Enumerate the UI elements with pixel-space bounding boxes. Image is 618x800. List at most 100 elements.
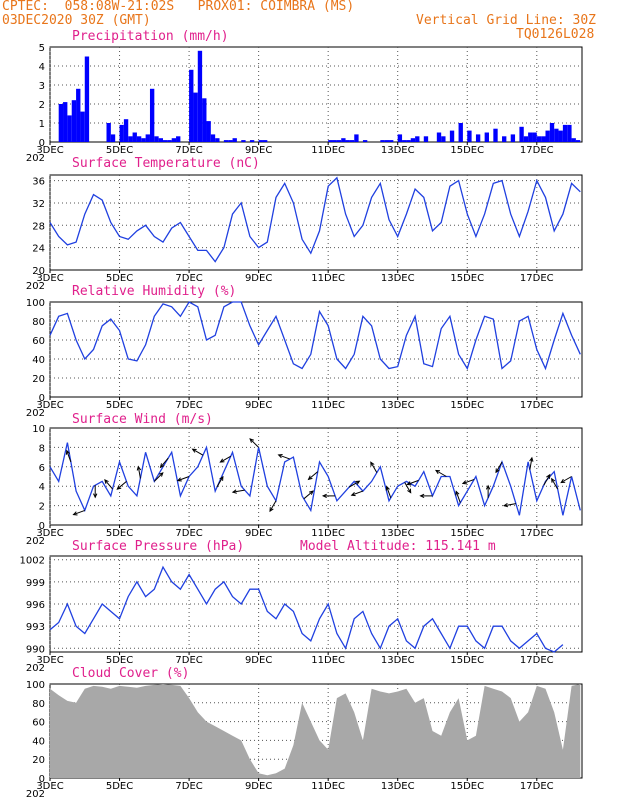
precip-bar [467, 130, 472, 142]
precip-ytick-label: 1 [39, 119, 45, 130]
temp-xtick-label: 15DEC [450, 273, 484, 284]
precip-ytick-label: 5 [39, 43, 45, 54]
cloud-ytick-label: 60 [32, 718, 45, 729]
precip-xtick-label: 3DEC [36, 145, 63, 156]
wind-arrow [455, 491, 461, 503]
precip-bar [545, 130, 550, 142]
rh-year-fragment: 202 [26, 408, 45, 419]
wind-arrow-head [249, 438, 255, 443]
pres-year-fragment: 202 [26, 663, 45, 674]
precip-bar [541, 136, 546, 142]
precip-bar [528, 132, 533, 142]
rh-frame [49, 301, 583, 398]
precip-bar [84, 56, 90, 142]
wind-arrow [104, 479, 113, 490]
pres-xtick-label: 13DEC [381, 655, 415, 666]
wind-arrow [504, 503, 517, 507]
wind-arrow-head [407, 488, 412, 494]
precip-bar [349, 140, 355, 142]
wind-arrow-head [159, 463, 165, 469]
wind-arrow [137, 466, 141, 479]
cloud-xtick-label: 11DEC [311, 781, 345, 792]
wind-xtick-label: 13DEC [381, 528, 415, 539]
cloud-ytick-label: 80 [32, 699, 45, 710]
temp-series-line [49, 176, 581, 263]
wind-arrow [66, 450, 72, 463]
wind-arrow-head [370, 461, 375, 467]
rh-xtick-label: 15DEC [450, 400, 484, 411]
pres-ytick-label: 999 [26, 578, 45, 589]
wind-arrow [551, 478, 559, 490]
wind-arrow-head [308, 490, 314, 495]
precip-bar [436, 132, 442, 142]
pres-ytick-label: 996 [26, 600, 45, 611]
precip-bar [562, 124, 568, 142]
wind-arrow-head [529, 456, 534, 462]
wind-arrow [560, 476, 572, 483]
precip-bar [384, 140, 390, 142]
precip-bar [249, 140, 255, 142]
wind-arrow-head [93, 493, 98, 499]
precip-ytick-label: 0 [39, 138, 45, 149]
cloud-ytick-label: 0 [39, 774, 45, 785]
wind-arrow-head [350, 491, 356, 497]
wind-xtick-label: 3DEC [36, 528, 63, 539]
precip-bar [63, 102, 68, 142]
rh-xtick-label: 13DEC [381, 400, 415, 411]
wind-arrow [232, 489, 245, 493]
wind-arrow [462, 478, 475, 484]
pres-ytick-label: 990 [26, 644, 45, 655]
precip-xtick-label: 17DEC [520, 145, 554, 156]
precip-bar [341, 138, 346, 142]
wind-arrow [73, 509, 85, 516]
rh-ytick-label: 40 [32, 355, 45, 366]
precip-bar [71, 100, 77, 142]
pres-xtick-label: 5DEC [106, 655, 133, 666]
wind-arrow-head [435, 469, 441, 475]
precip-bar [493, 128, 498, 142]
wind-arrow-head [385, 485, 390, 491]
wind-arrow-head [65, 449, 70, 455]
pres-xtick-label: 11DEC [311, 655, 345, 666]
cloud-xtick-label: 7DEC [175, 781, 202, 792]
wind-ytick-label: 8 [39, 443, 45, 454]
wind-ytick-label: 0 [39, 521, 45, 532]
precip-bar [136, 136, 142, 142]
wind-arrow-head [191, 448, 197, 453]
precip-bar [163, 140, 168, 142]
precip-bar [575, 140, 581, 142]
precip-bar [554, 128, 559, 142]
precip-frame [49, 46, 583, 143]
wind-arrow [216, 476, 224, 488]
temp-ytick-label: 24 [32, 244, 45, 255]
precip-bar [154, 136, 159, 142]
precip-bar [415, 136, 420, 142]
precip-bar [484, 132, 489, 142]
rh-xtick-label: 5DEC [106, 400, 133, 411]
wind-arrow-head [269, 507, 274, 513]
cloud-ytick-label: 20 [32, 755, 45, 766]
wind-arrow [220, 455, 232, 463]
pres-ytick-label: 993 [26, 622, 45, 633]
wind-arrow [160, 457, 169, 468]
wind-arrow-head [551, 477, 556, 483]
precip-ytick-label: 4 [39, 62, 45, 73]
wind-arrow [249, 438, 259, 448]
wind-arrow [370, 461, 378, 473]
wind-arrow [269, 500, 277, 512]
precip-ytick-label: 3 [39, 81, 45, 92]
temp-xtick-label: 9DEC [245, 273, 272, 284]
precip-bar [410, 138, 416, 142]
precip-bar [406, 140, 411, 142]
precip-bar [223, 140, 229, 142]
wind-ytick-label: 6 [39, 463, 45, 474]
precip-bar [106, 123, 111, 142]
precip-bar [536, 136, 542, 142]
temp-xtick-label: 13DEC [381, 273, 415, 284]
wind-frame [49, 427, 583, 526]
precip-bar [197, 50, 203, 142]
header-title: CPTEC: 058:08W-21:02S PROX01: COIMBRA (M… [2, 0, 355, 14]
precip-bar [158, 138, 164, 142]
temp-ytick-label: 36 [32, 177, 45, 188]
